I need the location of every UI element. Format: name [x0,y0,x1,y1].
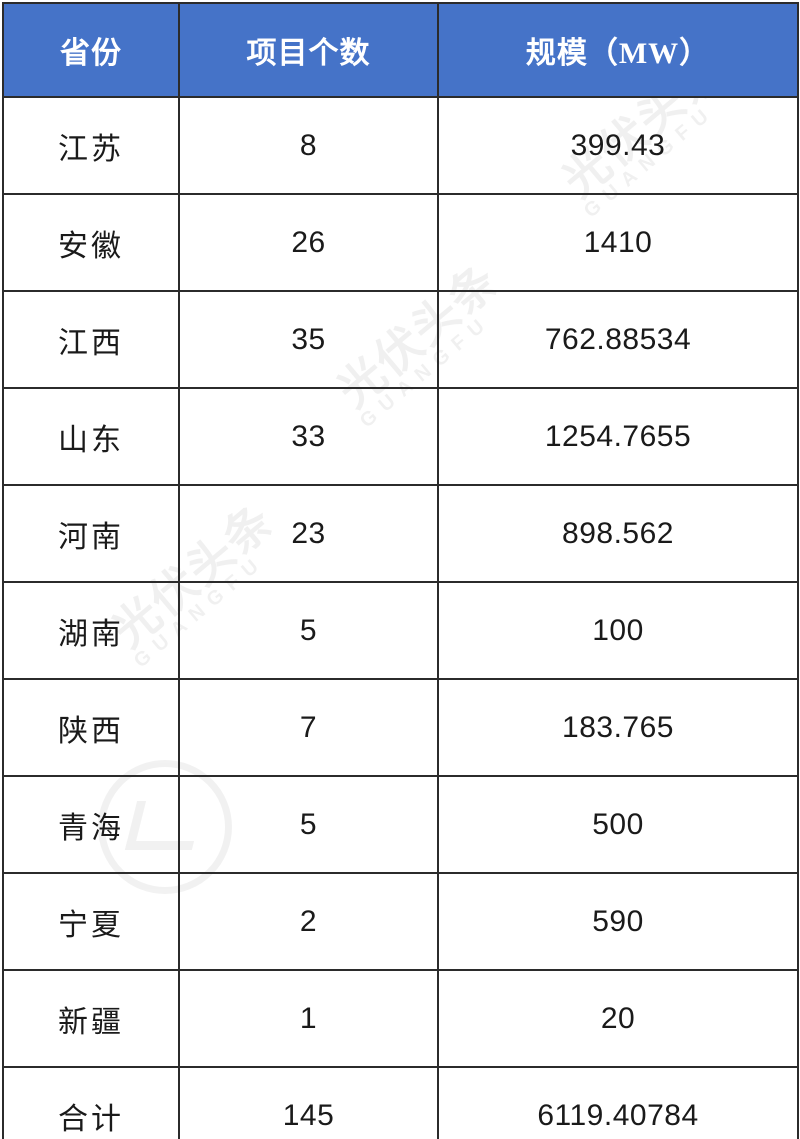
table-row: 江苏 8 399.43 [2,96,799,195]
table-body: 江苏 8 399.43 安徽 26 1410 江西 35 762.88534 山东 33 1254.7… [2,96,799,1139]
cell-scale-mw: 6119.40784 [437,1066,799,1139]
cell-project-count: 5 [178,581,439,680]
cell-province: 安徽 [2,193,180,292]
column-header-count: 项目个数 [178,2,439,98]
cell-project-count: 7 [178,678,439,777]
cell-province: 陕西 [2,678,180,777]
cell-project-count: 1 [178,969,439,1068]
cell-scale-mw: 590 [437,872,799,971]
cell-scale-mw: 183.765 [437,678,799,777]
cell-province: 河南 [2,484,180,583]
column-header-province: 省份 [2,2,180,98]
cell-project-count: 33 [178,387,439,486]
cell-scale-mw: 1410 [437,193,799,292]
column-header-scale: 规模（MW） [437,2,799,98]
cell-project-count: 23 [178,484,439,583]
table-row: 山东 33 1254.7655 [2,387,799,486]
table-header: 省份 项目个数 规模（MW） [2,2,799,98]
cell-scale-mw: 100 [437,581,799,680]
cell-scale-mw: 898.562 [437,484,799,583]
cell-province: 山东 [2,387,180,486]
cell-scale-mw: 20 [437,969,799,1068]
cell-project-count: 5 [178,775,439,874]
table-row: 湖南 5 100 [2,581,799,680]
table-row: 陕西 7 183.765 [2,678,799,777]
table-row: 合计 145 6119.40784 [2,1066,799,1139]
cell-province: 合计 [2,1066,180,1139]
cell-province: 新疆 [2,969,180,1068]
cell-project-count: 8 [178,96,439,195]
cell-project-count: 2 [178,872,439,971]
cell-province: 江苏 [2,96,180,195]
cell-province: 湖南 [2,581,180,680]
cell-scale-mw: 500 [437,775,799,874]
table-row: 宁夏 2 590 [2,872,799,971]
cell-province: 宁夏 [2,872,180,971]
table-row: 新疆 1 20 [2,969,799,1068]
table-row: 江西 35 762.88534 [2,290,799,389]
cell-scale-mw: 399.43 [437,96,799,195]
table-row: 河南 23 898.562 [2,484,799,583]
cell-scale-mw: 1254.7655 [437,387,799,486]
table-header-row: 省份 项目个数 规模（MW） [2,2,799,98]
cell-scale-mw: 762.88534 [437,290,799,389]
table-row: 青海 5 500 [2,775,799,874]
cell-project-count: 35 [178,290,439,389]
cell-province: 青海 [2,775,180,874]
cell-project-count: 145 [178,1066,439,1139]
cell-project-count: 26 [178,193,439,292]
table-row: 安徽 26 1410 [2,193,799,292]
cell-province: 江西 [2,290,180,389]
